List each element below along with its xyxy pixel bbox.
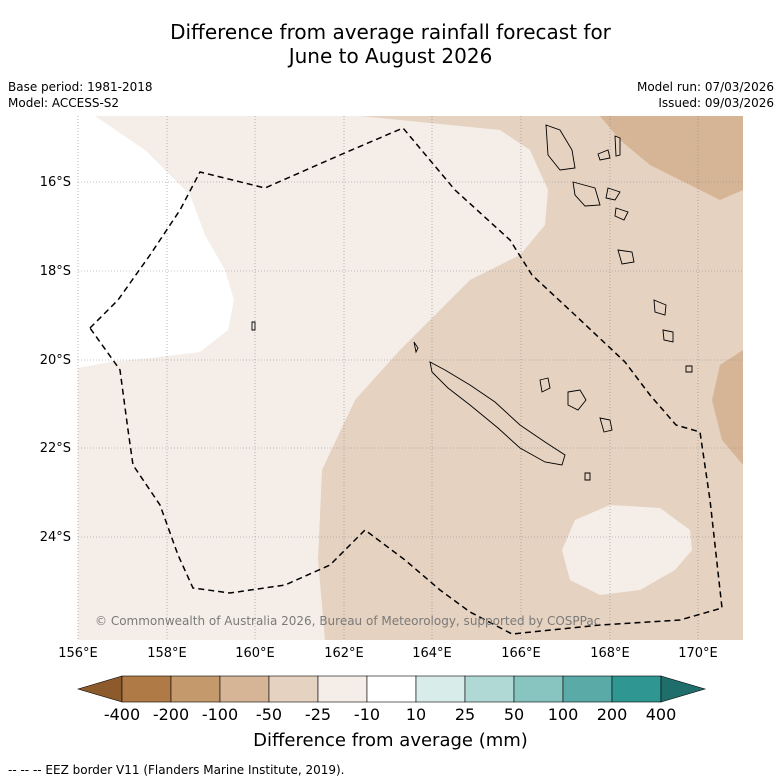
colorbar-tick-label: -400 — [103, 705, 141, 724]
lon-label-156e: 156°E — [58, 646, 98, 661]
colorbar-segment — [415, 675, 466, 703]
title-line-1: Difference from average rainfall forecas… — [170, 20, 611, 44]
colorbar-tick-label: -25 — [304, 705, 332, 724]
light-patch-southeast — [562, 505, 692, 595]
issued-date: Issued: 09/03/2026 — [658, 96, 774, 110]
model-name: Model: ACCESS-S2 — [8, 96, 120, 110]
footer-note: -- -- -- EEZ border V11 (Flanders Marine… — [8, 763, 345, 777]
colorbar-label: Difference from average (mm) — [253, 730, 528, 751]
colorbar-segment — [121, 675, 172, 703]
colorbar-tick-label: 200 — [596, 705, 628, 724]
new-caledonia-island — [429, 361, 566, 466]
lon-label-170e: 170°E — [678, 646, 718, 661]
colorbar-tick-label: 10 — [405, 705, 427, 724]
colorbar-tick-label: 50 — [503, 705, 525, 724]
loyalty-island-2 — [567, 389, 587, 411]
colorbar-segment — [268, 675, 319, 703]
gridlines — [77, 116, 743, 640]
vanuatu-island-5 — [605, 187, 621, 201]
colorbar-tick-label: -10 — [353, 705, 381, 724]
colorbar-extend-high — [660, 675, 707, 703]
colorbar-segment — [219, 675, 270, 703]
vanuatu-island-10 — [685, 365, 693, 373]
colorbar-extend-low — [76, 675, 123, 703]
copyright-notice: © Commonwealth of Australia 2026, Bureau… — [95, 614, 601, 628]
colorbar-segment — [513, 675, 564, 703]
colorbar-tick-label: 100 — [547, 705, 579, 724]
vanuatu-island-8 — [653, 299, 667, 316]
colorbar-tick-label: -100 — [201, 705, 239, 724]
colorbar-tick-label: 400 — [645, 705, 677, 724]
lat-label-24s: 24°S — [39, 530, 71, 545]
lon-label-160e: 160°E — [235, 646, 275, 661]
eez-border — [89, 127, 723, 635]
colorbar-segment — [170, 675, 221, 703]
chesterfield-island — [251, 321, 256, 331]
lat-label-16s: 16°S — [39, 175, 71, 190]
much-drier-region-north — [600, 116, 743, 200]
vanuatu-island-9 — [662, 329, 674, 343]
colorbar-tick-label: 25 — [454, 705, 476, 724]
lon-label-164e: 164°E — [412, 646, 452, 661]
base-period: Base period: 1981-2018 — [8, 80, 153, 94]
lon-label-162e: 162°E — [324, 646, 364, 661]
colorbar-tick-label: -200 — [152, 705, 190, 724]
vanuatu-island-6 — [614, 207, 629, 221]
colorbar-segment — [562, 675, 613, 703]
meta-right: Model run: 07/03/2026 Issued: 09/03/2026 — [637, 79, 774, 111]
lat-label-20s: 20°S — [39, 353, 71, 368]
belep-island — [413, 341, 419, 354]
lon-label-166e: 166°E — [501, 646, 541, 661]
vanuatu-island-2 — [597, 149, 611, 161]
meta-left: Base period: 1981-2018 Model: ACCESS-S2 — [8, 79, 153, 111]
model-run: Model run: 07/03/2026 — [636, 80, 774, 94]
lon-label-158e: 158°E — [147, 646, 187, 661]
vanuatu-espiritu-santo — [545, 124, 576, 171]
vanuatu-island-3 — [614, 135, 621, 157]
title-line-2: June to August 2026 — [288, 44, 493, 68]
colorbar-segment — [464, 675, 515, 703]
isle-of-pines — [584, 472, 591, 481]
much-drier-region-east — [712, 350, 743, 465]
colorbar-segment — [317, 675, 368, 703]
loyalty-island-3 — [599, 417, 613, 433]
vanuatu-efate — [572, 181, 601, 207]
colorbar-segment — [611, 675, 662, 703]
neutral-region-west — [78, 116, 234, 368]
vanuatu-island-7 — [617, 249, 635, 265]
islands — [251, 124, 693, 481]
lon-label-168e: 168°E — [590, 646, 630, 661]
colorbar-segment — [366, 675, 417, 703]
lat-label-22s: 22°S — [39, 441, 71, 456]
loyalty-island-1 — [539, 377, 551, 393]
lat-label-18s: 18°S — [39, 264, 71, 279]
colorbar-tick-label: -50 — [255, 705, 283, 724]
